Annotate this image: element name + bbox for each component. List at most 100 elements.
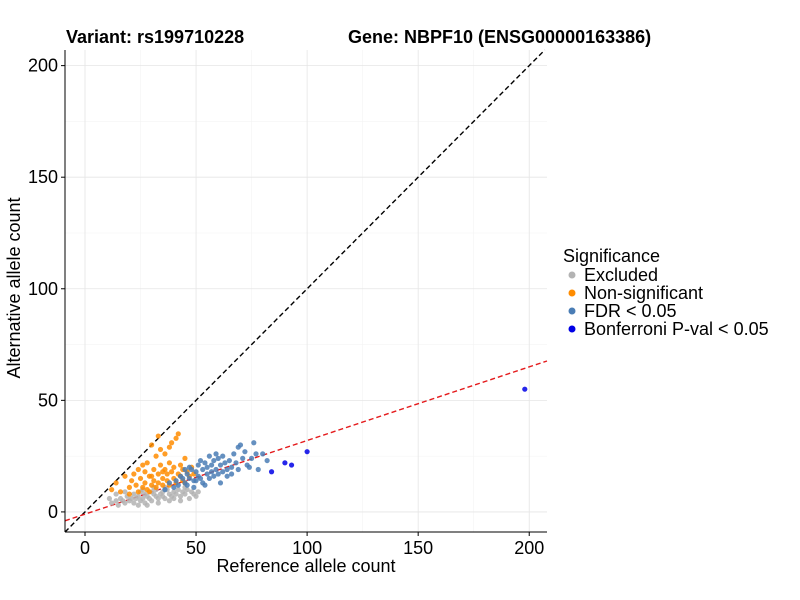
point-non-significant bbox=[135, 466, 141, 473]
point-non-significant bbox=[151, 466, 157, 473]
point-excluded bbox=[177, 493, 184, 499]
legend-key-dot bbox=[568, 307, 576, 315]
point-fdr-0-05 bbox=[231, 451, 237, 457]
point-non-significant bbox=[169, 469, 175, 475]
point-non-significant bbox=[160, 482, 166, 488]
point-excluded bbox=[175, 487, 181, 493]
point-fdr-0-05 bbox=[193, 478, 199, 484]
point-non-significant bbox=[142, 480, 148, 486]
point-non-significant bbox=[126, 484, 133, 490]
point-fdr-0-05 bbox=[217, 480, 224, 486]
point-excluded bbox=[193, 493, 199, 499]
point-non-significant bbox=[171, 464, 177, 470]
y-tick-label: 100 bbox=[28, 279, 58, 299]
point-fdr-0-05 bbox=[204, 464, 210, 470]
point-non-significant bbox=[122, 473, 128, 479]
point-fdr-0-05 bbox=[180, 475, 186, 482]
point-excluded bbox=[131, 491, 137, 497]
point-non-significant bbox=[182, 455, 188, 461]
point-fdr-0-05 bbox=[184, 482, 190, 488]
point-excluded bbox=[177, 498, 184, 504]
point-non-significant bbox=[155, 433, 161, 439]
point-fdr-0-05 bbox=[226, 457, 232, 464]
point-fdr-0-05 bbox=[162, 487, 168, 493]
chart-title-gene: Gene: NBPF10 (ENSG00000163386) bbox=[348, 27, 651, 47]
point-non-significant bbox=[162, 451, 168, 457]
point-non-significant bbox=[164, 471, 170, 477]
x-tick-label: 0 bbox=[80, 538, 90, 558]
point-excluded bbox=[186, 495, 192, 502]
point-non-significant bbox=[149, 442, 155, 448]
point-non-significant bbox=[131, 471, 137, 477]
point-fdr-0-05 bbox=[200, 466, 206, 473]
point-fdr-0-05 bbox=[213, 466, 219, 473]
reference-lines bbox=[64, 49, 548, 533]
point-fdr-0-05 bbox=[220, 453, 226, 459]
point-excluded bbox=[113, 498, 119, 504]
point-fdr-0-05 bbox=[171, 484, 177, 490]
point-excluded bbox=[173, 491, 179, 497]
point-excluded bbox=[131, 500, 137, 506]
y-tick-label: 50 bbox=[38, 390, 58, 410]
point-fdr-0-05 bbox=[184, 471, 190, 477]
point-excluded bbox=[140, 495, 146, 502]
point-fdr-0-05 bbox=[215, 455, 221, 461]
data-points bbox=[106, 386, 528, 508]
point-fdr-0-05 bbox=[175, 482, 181, 488]
point-fdr-0-05 bbox=[182, 466, 188, 473]
legend: Significance ExcludedNon-significantFDR … bbox=[563, 246, 769, 339]
grid-lines bbox=[65, 50, 547, 532]
point-fdr-0-05 bbox=[213, 451, 219, 457]
legend-title: Significance bbox=[563, 246, 660, 266]
legend-label: Excluded bbox=[584, 265, 658, 285]
y-tick-label: 0 bbox=[48, 502, 58, 522]
point-non-significant bbox=[166, 444, 172, 450]
y-tick-label: 150 bbox=[28, 167, 58, 187]
y-axis-title: Alternative allele count bbox=[4, 197, 24, 378]
point-non-significant bbox=[140, 484, 146, 490]
point-non-significant bbox=[155, 471, 161, 477]
x-axis-title: Reference allele count bbox=[216, 556, 395, 576]
point-bonferroni-p-val-0-05 bbox=[282, 460, 288, 466]
point-fdr-0-05 bbox=[208, 462, 215, 468]
legend-key-dot bbox=[568, 289, 576, 297]
point-non-significant bbox=[160, 475, 166, 482]
point-excluded bbox=[129, 495, 135, 502]
point-non-significant bbox=[149, 482, 155, 488]
point-excluded bbox=[115, 502, 121, 508]
point-non-significant bbox=[153, 453, 159, 459]
x-tick-label: 100 bbox=[292, 538, 322, 558]
point-excluded bbox=[106, 495, 113, 502]
point-fdr-0-05 bbox=[206, 475, 212, 482]
point-non-significant bbox=[135, 489, 141, 495]
point-excluded bbox=[182, 491, 188, 497]
point-fdr-0-05 bbox=[186, 475, 192, 482]
point-fdr-0-05 bbox=[217, 462, 224, 468]
point-fdr-0-05 bbox=[215, 471, 221, 477]
point-fdr-0-05 bbox=[173, 478, 179, 484]
point-fdr-0-05 bbox=[193, 469, 199, 475]
point-fdr-0-05 bbox=[195, 462, 201, 468]
x-axis-ticks: 0 50 100 150 200 bbox=[80, 532, 544, 558]
point-fdr-0-05 bbox=[204, 471, 210, 477]
point-non-significant bbox=[149, 473, 155, 479]
legend-label: Non-significant bbox=[584, 283, 703, 303]
y-tick-label: 200 bbox=[28, 56, 58, 76]
point-non-significant bbox=[157, 462, 164, 468]
point-fdr-0-05 bbox=[235, 466, 241, 473]
point-non-significant bbox=[140, 462, 146, 468]
point-excluded bbox=[144, 502, 150, 508]
point-fdr-0-05 bbox=[206, 453, 212, 459]
point-non-significant bbox=[155, 480, 161, 486]
point-excluded bbox=[135, 493, 141, 499]
point-excluded bbox=[162, 495, 168, 502]
point-fdr-0-05 bbox=[197, 475, 204, 482]
point-non-significant bbox=[175, 431, 181, 437]
point-fdr-0-05 bbox=[240, 455, 246, 461]
point-excluded bbox=[155, 495, 161, 502]
point-fdr-0-05 bbox=[208, 469, 215, 475]
point-fdr-0-05 bbox=[255, 466, 261, 473]
identity-line bbox=[64, 49, 546, 533]
point-bonferroni-p-val-0-05 bbox=[288, 462, 295, 468]
